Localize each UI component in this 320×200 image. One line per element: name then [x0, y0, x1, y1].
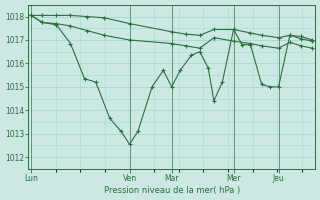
X-axis label: Pression niveau de la mer( hPa ): Pression niveau de la mer( hPa ) — [104, 186, 240, 195]
